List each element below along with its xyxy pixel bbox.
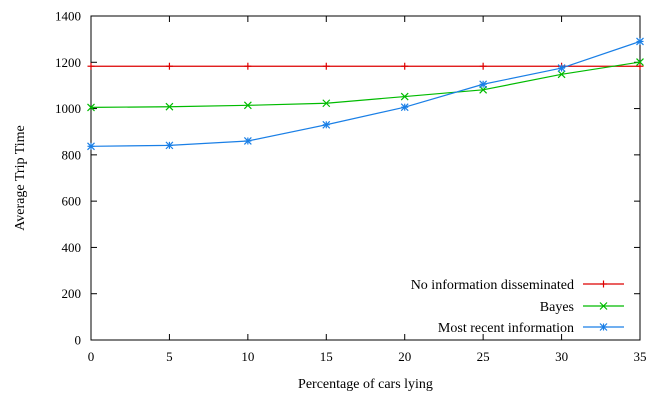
data-point bbox=[557, 70, 566, 79]
data-point bbox=[322, 99, 331, 108]
x-tick-label: 5 bbox=[166, 349, 173, 364]
y-tick-label: 1200 bbox=[55, 55, 81, 70]
series-line bbox=[90, 61, 641, 109]
legend-label: Most recent information bbox=[438, 321, 574, 336]
x-tick-label: 10 bbox=[241, 349, 254, 364]
x-tick-label: 15 bbox=[320, 349, 333, 364]
legend-entry: Most recent information bbox=[438, 321, 624, 336]
legend-label: Bayes bbox=[540, 300, 574, 315]
y-tick-label: 400 bbox=[62, 240, 82, 255]
legend-marker bbox=[599, 323, 608, 331]
y-tick-label: 600 bbox=[62, 194, 82, 209]
y-tick-label: 800 bbox=[62, 147, 82, 162]
data-point bbox=[165, 102, 174, 111]
series-1 bbox=[87, 62, 644, 70]
legend-entry: No information disseminated bbox=[411, 278, 624, 293]
data-point bbox=[244, 62, 252, 70]
x-tick-label: 0 bbox=[88, 349, 95, 364]
series-2 bbox=[87, 58, 644, 112]
x-tick-label: 25 bbox=[477, 349, 490, 364]
data-point bbox=[322, 62, 330, 70]
plot-frame bbox=[90, 15, 641, 341]
data-point bbox=[87, 103, 95, 112]
y-tick-label: 200 bbox=[62, 286, 82, 301]
data-point bbox=[479, 85, 488, 94]
data-point bbox=[87, 142, 95, 151]
x-tick-label: 35 bbox=[634, 349, 647, 364]
legend-entry: Bayes bbox=[540, 300, 624, 315]
data-point bbox=[165, 62, 173, 70]
series-line bbox=[90, 40, 641, 147]
data-point bbox=[636, 58, 644, 66]
x-tick-label: 30 bbox=[555, 349, 568, 364]
y-axis-label: Average Trip Time bbox=[13, 125, 28, 231]
legend: No information disseminated Bayes Most rec… bbox=[411, 278, 624, 336]
data-point bbox=[401, 62, 409, 70]
series-3 bbox=[87, 37, 644, 151]
x-axis-label: Percentage of cars lying bbox=[298, 377, 433, 392]
data-point bbox=[636, 62, 644, 70]
data-point bbox=[243, 137, 252, 145]
legend-marker bbox=[599, 302, 608, 310]
axes: 0 200 400 600 800 1000 1200 1400 0 5 10 15 20 25 30 35 bbox=[55, 9, 647, 365]
legend-marker bbox=[600, 280, 607, 288]
y-tick-label: 0 bbox=[75, 333, 82, 348]
y-tick-label: 1400 bbox=[55, 9, 81, 24]
data-point bbox=[87, 62, 95, 70]
data-point bbox=[479, 80, 488, 89]
data-point bbox=[243, 101, 252, 110]
x-tick-label: 20 bbox=[398, 349, 411, 364]
data-point bbox=[165, 141, 174, 150]
data-point bbox=[322, 120, 331, 129]
data-point bbox=[400, 103, 409, 112]
data-point bbox=[557, 64, 566, 72]
data-point bbox=[479, 62, 487, 70]
series-layer bbox=[87, 37, 644, 151]
data-point bbox=[636, 37, 644, 46]
legend-label: No information disseminated bbox=[411, 278, 574, 293]
y-tick-label: 1000 bbox=[55, 101, 81, 116]
data-point bbox=[400, 92, 409, 101]
